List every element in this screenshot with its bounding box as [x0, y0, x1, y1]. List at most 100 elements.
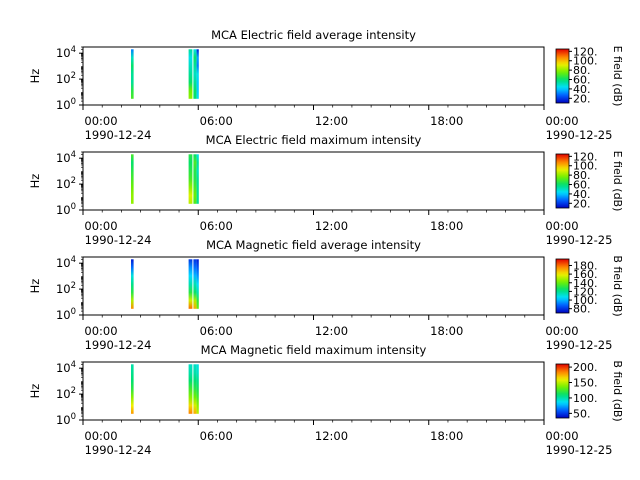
- x-date-label: 1990-12-25: [546, 128, 613, 142]
- x-tick-label: 12:00: [315, 219, 348, 233]
- x-tick-label: 12:00: [315, 429, 348, 443]
- x-date-label: 1990-12-25: [546, 443, 613, 457]
- burst-3: [193, 364, 197, 414]
- x-tick-label: 12:00: [315, 114, 348, 128]
- colorbar-tick-label: 150.: [573, 377, 598, 390]
- plot-area: [83, 152, 544, 210]
- burst-4: [196, 49, 199, 99]
- x-tick-label: 18:00: [430, 219, 463, 233]
- colorbar: [555, 258, 570, 314]
- x-tick-label: 18:00: [430, 429, 463, 443]
- x-tick-label: 00:00: [545, 114, 578, 128]
- colorbar-tick-label: 100.: [573, 392, 598, 405]
- burst-1: [131, 154, 134, 204]
- colorbar-tick-label: 120.: [573, 45, 598, 58]
- plot-area: [83, 257, 544, 315]
- x-date-label: 1990-12-25: [546, 338, 613, 352]
- panel-title: MCA Magnetic field maximum intensity: [201, 343, 427, 357]
- x-date-label: 1990-12-25: [546, 233, 613, 247]
- colorbar-tick-label: 80.: [573, 64, 591, 77]
- colorbar-tick-label: 20.: [573, 197, 591, 210]
- panel-title: MCA Electric field maximum intensity: [206, 133, 422, 147]
- x-tick-label: 00:00: [84, 114, 117, 128]
- y-tick-label: 102: [56, 176, 76, 191]
- burst-3: [193, 154, 197, 204]
- colorbar: [555, 363, 570, 419]
- y-tick-label: 104: [56, 255, 76, 270]
- x-date-label: 1990-12-24: [85, 443, 152, 457]
- colorbar-label: E field (dB): [611, 46, 624, 107]
- x-tick-label: 12:00: [315, 324, 348, 338]
- x-date-label: 1990-12-24: [85, 128, 152, 142]
- colorbar: [555, 153, 570, 209]
- burst-4: [196, 364, 199, 414]
- burst-2: [188, 154, 193, 204]
- x-tick-label: 18:00: [430, 324, 463, 338]
- burst-4: [196, 154, 199, 204]
- y-tick-label: 100: [56, 307, 76, 322]
- colorbar-tick-label: 100.: [573, 55, 598, 68]
- colorbar: [555, 48, 570, 104]
- x-date-label: 1990-12-24: [85, 233, 152, 247]
- spectrogram-panel-1: MCA Electric field average intensity 100 1…: [28, 28, 624, 142]
- colorbar-label: E field (dB): [611, 151, 624, 212]
- y-tick-label: 102: [56, 71, 76, 86]
- plot-area: [83, 362, 544, 420]
- x-tick-label: 00:00: [545, 324, 578, 338]
- y-tick-label: 104: [56, 150, 76, 165]
- colorbar-tick-label: 60.: [573, 179, 591, 192]
- colorbar-tick-label: 180.: [573, 259, 598, 272]
- y-tick-label: 100: [56, 97, 76, 112]
- y-tick-label: 100: [56, 202, 76, 217]
- colorbar-label: B field (dB): [611, 360, 624, 421]
- colorbar-tick-label: 60.: [573, 74, 591, 87]
- colorbar-tick-label: 140.: [573, 277, 598, 290]
- burst-2: [188, 49, 193, 99]
- y-tick-label: 104: [56, 360, 76, 375]
- burst-4: [196, 259, 199, 309]
- burst-3: [193, 259, 197, 309]
- x-tick-label: 00:00: [84, 219, 117, 233]
- colorbar-tick-label: 100.: [573, 160, 598, 173]
- x-tick-label: 06:00: [200, 324, 233, 338]
- colorbar-tick-label: 40.: [573, 83, 591, 96]
- x-tick-label: 18:00: [430, 114, 463, 128]
- colorbar-tick-label: 160.: [573, 268, 598, 281]
- colorbar-tick-label: 20.: [573, 92, 591, 105]
- x-tick-label: 00:00: [545, 219, 578, 233]
- colorbar-tick-label: 120.: [573, 285, 598, 298]
- spectrogram-panel-3: MCA Magnetic field average intensity 100 1…: [28, 238, 624, 352]
- x-tick-label: 00:00: [84, 429, 117, 443]
- panel-title: MCA Electric field average intensity: [211, 28, 416, 42]
- burst-2: [188, 259, 193, 309]
- colorbar-tick-label: 100.: [573, 294, 598, 307]
- panel-title: MCA Magnetic field average intensity: [206, 238, 421, 252]
- burst-1: [131, 49, 134, 99]
- spectrogram-panel-4: MCA Magnetic field maximum intensity 100 1…: [28, 343, 624, 457]
- y-tick-label: 102: [56, 386, 76, 401]
- y-axis-label: Hz: [28, 279, 42, 294]
- colorbar-tick-label: 40.: [573, 188, 591, 201]
- burst-1: [131, 259, 134, 309]
- x-date-label: 1990-12-24: [85, 338, 152, 352]
- y-tick-label: 100: [56, 412, 76, 427]
- y-tick-label: 102: [56, 281, 76, 296]
- plot-area: [83, 47, 544, 105]
- x-tick-label: 06:00: [200, 114, 233, 128]
- colorbar-tick-label: 80.: [573, 169, 591, 182]
- colorbar-label: B field (dB): [611, 255, 624, 316]
- x-tick-label: 00:00: [84, 324, 117, 338]
- y-axis-label: Hz: [28, 174, 42, 189]
- x-tick-label: 06:00: [200, 219, 233, 233]
- y-axis-label: Hz: [28, 69, 42, 84]
- colorbar-tick-label: 50.: [573, 407, 591, 420]
- colorbar-tick-label: 200.: [573, 361, 598, 374]
- x-tick-label: 06:00: [200, 429, 233, 443]
- x-tick-label: 00:00: [545, 429, 578, 443]
- burst-3: [193, 49, 197, 99]
- colorbar-tick-label: 80.: [573, 303, 591, 316]
- burst-2: [188, 364, 193, 414]
- y-axis-label: Hz: [28, 384, 42, 399]
- y-tick-label: 104: [56, 45, 76, 60]
